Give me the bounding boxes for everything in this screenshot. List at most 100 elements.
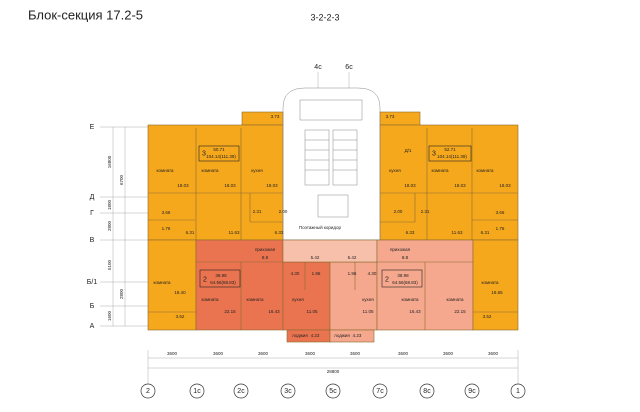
apartment-total: 64.56(68.83) (210, 280, 236, 285)
corridor-label: Поэтажный коридор (299, 224, 342, 230)
axis-label: Д (90, 194, 95, 201)
room-area: 8.8 (262, 255, 269, 260)
area-label: 3.52 (176, 314, 185, 319)
apartment-living: 38.98 (215, 273, 227, 278)
axis-label: 5с (329, 388, 337, 395)
room-name: комната (481, 280, 499, 285)
apartment-living: 50.71 (213, 147, 225, 152)
axis-label: 3с (284, 388, 292, 395)
room-area: 16.43 (409, 309, 421, 314)
dimension: 3600 (258, 351, 269, 356)
dimension: 3600 (350, 351, 361, 356)
apartment-rooms: 3 (432, 150, 436, 157)
room-name: комната (431, 168, 449, 173)
axis-circle (140, 383, 156, 399)
axis-label: 7с (376, 388, 384, 395)
area-label: 3.66 (496, 210, 505, 215)
section-code: 3-2-2-3 (310, 12, 339, 22)
apartment-rooms: 2 (385, 276, 389, 283)
dimension: 3600 (488, 351, 499, 356)
area-label: 11.63 (452, 230, 463, 235)
apartment-total: 104.14(111.39) (437, 154, 467, 159)
dimension: 3600 (213, 351, 224, 356)
axis-label: 2 (146, 388, 150, 395)
apartment-rooms: 2 (203, 276, 207, 283)
area-label: 3.66 (162, 210, 171, 215)
axis-circle (233, 383, 249, 399)
area-label: 5.42 (348, 255, 357, 260)
area-label: 1.76 (162, 226, 171, 231)
axis-circle (280, 383, 296, 399)
dimension: 5100 (107, 259, 112, 270)
marker-label: Д/1 (405, 148, 412, 153)
axis-circle (464, 383, 480, 399)
area-label: 2.31 (253, 209, 262, 214)
area-label: 6.33 (275, 230, 284, 235)
room-area: 11.05 (363, 309, 374, 314)
room-name: прихожая (255, 247, 276, 252)
dimension: 6700 (119, 174, 124, 185)
grid-axes (100, 72, 519, 384)
area-label: 6.33 (406, 230, 415, 235)
room-area: 18.03 (499, 183, 511, 188)
axis-label: 9с (468, 388, 476, 395)
room-area: 22.15 (454, 309, 466, 314)
room-name: прихожая (390, 247, 411, 252)
dimension: 1600 (107, 310, 112, 321)
axis-label: А (90, 323, 95, 330)
area-label: 4.30 (368, 271, 377, 276)
area-label: 3.52 (483, 314, 492, 319)
room-name: кухня (251, 168, 263, 173)
axis-circle (419, 383, 435, 399)
axis-label: Б/1 (87, 279, 98, 286)
room-name: комната (476, 168, 494, 173)
area-label: 2.31 (421, 209, 430, 214)
room-name: кухня (362, 297, 374, 302)
axis-circle (189, 383, 205, 399)
axis-label: 6с (345, 64, 353, 71)
area-label: 3.73 (386, 114, 395, 119)
area-label: 1.96 (312, 271, 321, 276)
room-name: комната (446, 297, 464, 302)
room-area: 18.03 (224, 183, 236, 188)
axis-circle (372, 383, 388, 399)
area-label: 5.42 (311, 255, 320, 260)
axis-label: Е (90, 124, 95, 131)
room-name: комната (246, 297, 264, 302)
room-name: комната (401, 297, 419, 302)
room-area: 18.03 (177, 183, 189, 188)
apartment-rooms: 3 (202, 150, 206, 157)
area-label: 6.31 (186, 230, 195, 235)
apartment-total: 64.56(68.83) (392, 280, 418, 285)
apartment-total: 104.14(111.39) (206, 154, 236, 159)
room-area: 18.03 (266, 183, 278, 188)
area-label: 2.00 (394, 209, 403, 214)
room-area: 4.23 (311, 333, 320, 338)
apartment-living: 52.71 (444, 147, 456, 152)
area-label: 11.63 (229, 230, 240, 235)
area-label: 4.30 (291, 271, 300, 276)
room-area: 16.43 (268, 309, 280, 314)
room-name: комната (201, 168, 219, 173)
room-area: 18.03 (454, 183, 466, 188)
area-label: 1.96 (348, 271, 357, 276)
axis-label: 1с (193, 388, 201, 395)
area-label: 2.00 (279, 209, 288, 214)
title: Блок-секция 17.2-5 (28, 7, 143, 22)
room-area: 22.15 (224, 309, 236, 314)
room-area: 4.23 (353, 333, 362, 338)
axis-label: 1 (516, 388, 520, 395)
room-name: кухня (389, 168, 401, 173)
axis-circle (325, 383, 341, 399)
axis-label: 4с (314, 64, 322, 71)
dimension: 3600 (443, 351, 454, 356)
axis-label: Г (90, 210, 94, 217)
dimension: 28800 (327, 369, 340, 374)
room-area: 18.40 (174, 290, 186, 295)
room-area: 11.05 (307, 309, 318, 314)
axis-label: 8с (423, 388, 431, 395)
dimension: 2800 (119, 288, 124, 299)
dimension: 3600 (167, 351, 178, 356)
